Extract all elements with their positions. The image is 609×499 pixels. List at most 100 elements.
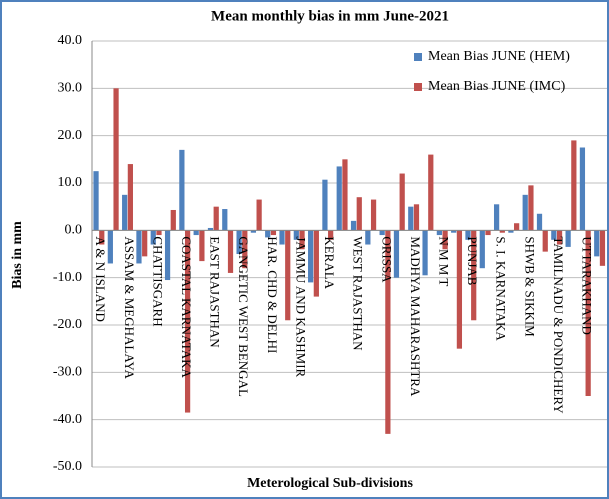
bar: [127, 164, 133, 231]
bar: [528, 185, 534, 231]
x-tick-label: ASSAM & MEGHALAYA: [122, 236, 137, 379]
bar: [428, 154, 434, 231]
bar: [479, 230, 485, 269]
bar: [551, 230, 557, 240]
bar: [299, 230, 305, 250]
x-tick-label: KERALA: [322, 236, 337, 289]
x-tick-label: CHATTISGARH: [150, 236, 165, 326]
bar: [493, 204, 500, 231]
bar: [207, 227, 214, 231]
x-tick-label: EAST RAJASTHAN: [208, 236, 223, 348]
bar: [508, 230, 514, 233]
bar: [399, 173, 405, 231]
y-tick-label: 20.0: [58, 128, 83, 143]
y-tick-label: -20.0: [53, 317, 82, 332]
x-tick-label: SHWB & SIKKIM: [522, 236, 537, 337]
x-tick-label: GANGETIC WEST BENGAL: [236, 236, 251, 397]
bar: [393, 230, 400, 278]
bar: [222, 209, 228, 231]
bar: [499, 230, 505, 233]
bar: [113, 88, 119, 231]
x-tick-label: MADHYA MAHARASHTRA: [408, 236, 423, 397]
bar: [571, 140, 577, 231]
y-tick-label: -50.0: [53, 459, 82, 474]
bar: [408, 206, 414, 231]
bar: [256, 199, 262, 231]
x-tick-label: UTTARAKHAND: [580, 236, 595, 335]
bar: [150, 230, 156, 245]
bar: [599, 230, 606, 266]
legend-label: Mean Bias JUNE (HEM): [428, 49, 570, 64]
bar: [213, 206, 219, 231]
bar: [413, 204, 420, 231]
x-tick-label: N M M T: [437, 236, 452, 286]
bar: [365, 230, 371, 245]
x-tick-label: WEST RAJASTHAN: [351, 236, 366, 351]
bar: [265, 230, 271, 238]
x-tick-label: TAMILNADU & PONDICHERY: [551, 236, 566, 414]
y-tick-label: -40.0: [53, 412, 82, 427]
x-tick-label: COASTAL KARNATAKA: [179, 236, 194, 378]
bar: [184, 230, 191, 413]
bar: [536, 213, 543, 231]
y-tick-label: 40.0: [58, 33, 83, 48]
bar: [514, 223, 520, 231]
bar: [456, 230, 463, 349]
bar: [164, 230, 171, 281]
bar: [193, 230, 199, 236]
bar: [542, 230, 548, 252]
bar: [93, 171, 99, 231]
bar: [156, 230, 162, 236]
x-tick-label: PUNJAB: [465, 236, 480, 285]
bar: [585, 230, 591, 396]
y-tick-label: 0.0: [65, 223, 83, 238]
bar: [370, 199, 377, 231]
bar: [385, 230, 391, 434]
bar: [356, 197, 362, 231]
bar: [270, 230, 277, 236]
bar: [285, 230, 291, 321]
bar: [342, 159, 348, 231]
bar: [308, 230, 314, 283]
bar: [136, 230, 142, 264]
bar: [422, 230, 428, 276]
y-axis-title: Bias in mm: [10, 221, 25, 289]
bar: [436, 230, 442, 236]
bar: [99, 230, 105, 245]
bar: [565, 230, 571, 247]
x-tick-label: ORISSA: [379, 236, 394, 283]
bar: [556, 230, 563, 245]
x-tick-label: S. I. KARNATAKA: [494, 236, 509, 341]
legend-swatch: [414, 53, 422, 61]
chart-title: Mean monthly bias in mm June-2021: [211, 8, 449, 24]
bar: [328, 230, 334, 240]
y-tick-label: -10.0: [53, 270, 82, 285]
bar: [227, 230, 234, 273]
bar: [179, 149, 185, 231]
x-tick-label: A & N ISLAND: [93, 236, 108, 322]
bar: [122, 194, 128, 231]
x-tick-label: JAMMU AND KASHMIR: [293, 236, 308, 377]
bar: [336, 166, 342, 231]
bar: [107, 230, 113, 264]
bar: [350, 220, 357, 231]
bar: [465, 230, 471, 240]
y-tick-label: -30.0: [53, 365, 82, 380]
x-tick-label: HAR. CHD & DELHI: [265, 236, 280, 353]
bar: [451, 230, 457, 233]
bar: [522, 194, 528, 231]
legend-label: Mean Bias JUNE (IMC): [428, 79, 566, 94]
bar: [242, 230, 248, 269]
y-tick-label: 10.0: [58, 175, 83, 190]
bar: [313, 230, 319, 297]
x-axis-title: Meterological Sub-divisions: [247, 476, 413, 491]
bar: [442, 230, 448, 250]
bar: [379, 230, 385, 236]
y-tick-label: 30.0: [58, 81, 83, 96]
bar: [471, 230, 477, 321]
bar: [293, 230, 299, 240]
bar: [236, 230, 242, 254]
